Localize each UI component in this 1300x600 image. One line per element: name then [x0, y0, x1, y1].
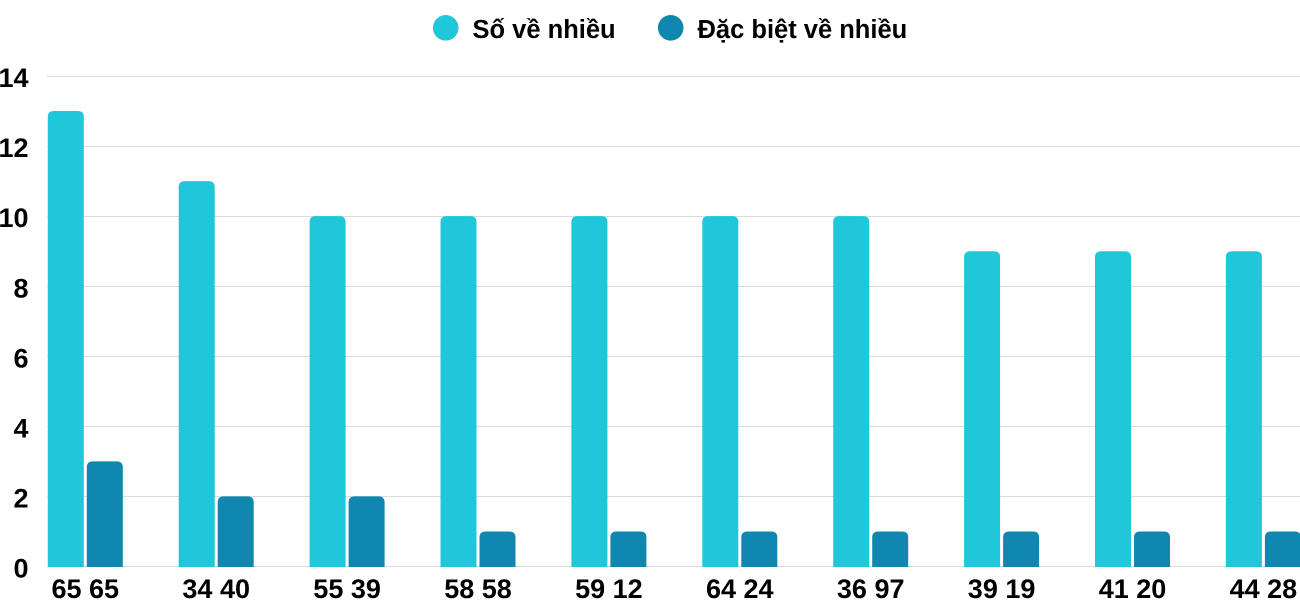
svg-text:58 58: 58 58 — [444, 574, 512, 600]
svg-text:0: 0 — [13, 554, 28, 584]
svg-text:64 24: 64 24 — [706, 574, 774, 600]
svg-text:34 40: 34 40 — [182, 574, 250, 600]
svg-text:39 19: 39 19 — [968, 574, 1036, 600]
svg-text:41 20: 41 20 — [1099, 574, 1167, 600]
svg-text:4: 4 — [13, 414, 28, 444]
svg-text:Số về nhiều: Số về nhiều — [473, 16, 616, 44]
svg-text:59 12: 59 12 — [575, 574, 643, 600]
svg-text:6: 6 — [13, 343, 28, 373]
svg-text:44 28: 44 28 — [1230, 574, 1298, 600]
svg-text:Đặc biệt về nhiều: Đặc biệt về nhiều — [698, 16, 908, 44]
svg-text:14: 14 — [0, 63, 29, 93]
svg-text:2: 2 — [13, 484, 28, 514]
svg-text:65 65: 65 65 — [52, 574, 120, 600]
svg-text:36 97: 36 97 — [837, 574, 905, 600]
svg-text:10: 10 — [0, 203, 29, 233]
svg-text:55 39: 55 39 — [313, 574, 381, 600]
svg-text:12: 12 — [0, 133, 29, 163]
svg-text:8: 8 — [13, 273, 28, 303]
